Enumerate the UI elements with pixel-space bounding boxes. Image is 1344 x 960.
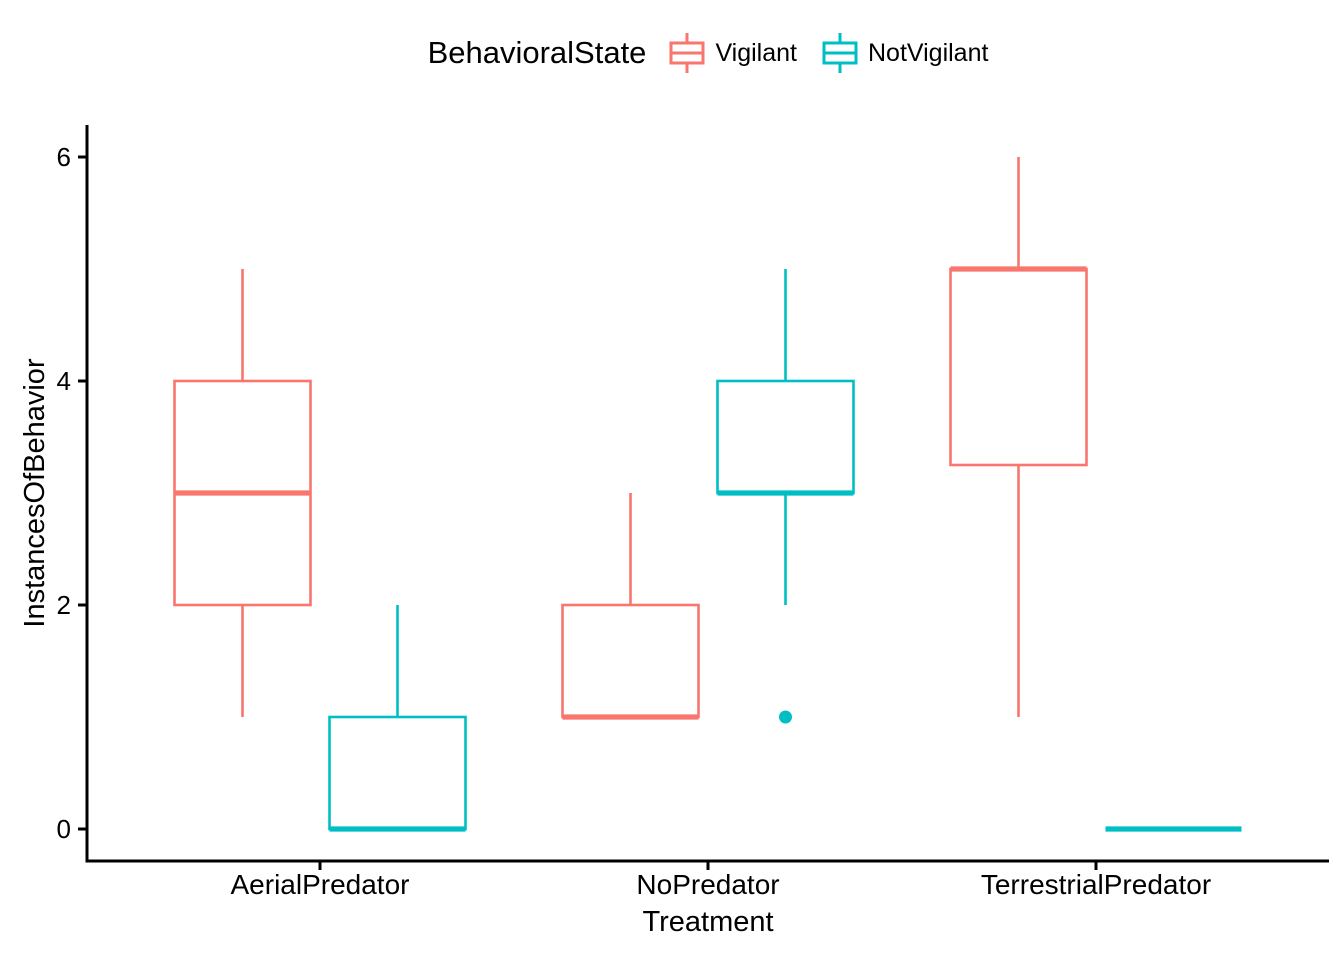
x-tick-label: TerrestrialPredator — [981, 869, 1211, 900]
y-tick-label: 4 — [57, 366, 71, 396]
x-tick-label: AerialPredator — [231, 869, 410, 900]
iqr-box — [949, 267, 1088, 467]
legend-label-notvigilant: NotVigilant — [867, 38, 989, 67]
legend-label-vigilant: Vigilant — [715, 38, 797, 67]
legend-item-notvigilant: NotVigilant — [821, 30, 988, 76]
legend: BehavioralState Vigilant NotVigilant — [87, 30, 1329, 76]
x-axis-title: Treatment — [642, 906, 774, 938]
boxplot-key-icon-notvigilant — [822, 33, 858, 73]
y-tick-label: 0 — [57, 814, 71, 844]
x-tick-label: NoPredator — [636, 869, 779, 900]
iqr-box — [328, 715, 467, 831]
y-axis-title: InstancesOfBehavior — [19, 358, 51, 628]
boxplot-nopredator-notvigilant — [716, 269, 855, 724]
iqr-box — [561, 603, 700, 719]
y-tick-label: 6 — [57, 142, 71, 172]
legend-title: BehavioralState — [427, 35, 647, 70]
y-tick-label: 2 — [57, 590, 71, 620]
boxplot-terrestrialpredator-vigilant — [949, 157, 1088, 717]
outlier-point — [779, 710, 792, 724]
legend-item-vigilant: Vigilant — [668, 30, 797, 76]
boxplot-aerialpredator-vigilant — [173, 269, 312, 717]
iqr-box — [716, 379, 855, 495]
axis-lines — [85, 125, 1329, 863]
boxplot-nopredator-vigilant — [561, 493, 700, 720]
boxplot-aerialpredator-notvigilant — [328, 605, 467, 832]
boxplot-key-icon-vigilant — [669, 33, 705, 73]
